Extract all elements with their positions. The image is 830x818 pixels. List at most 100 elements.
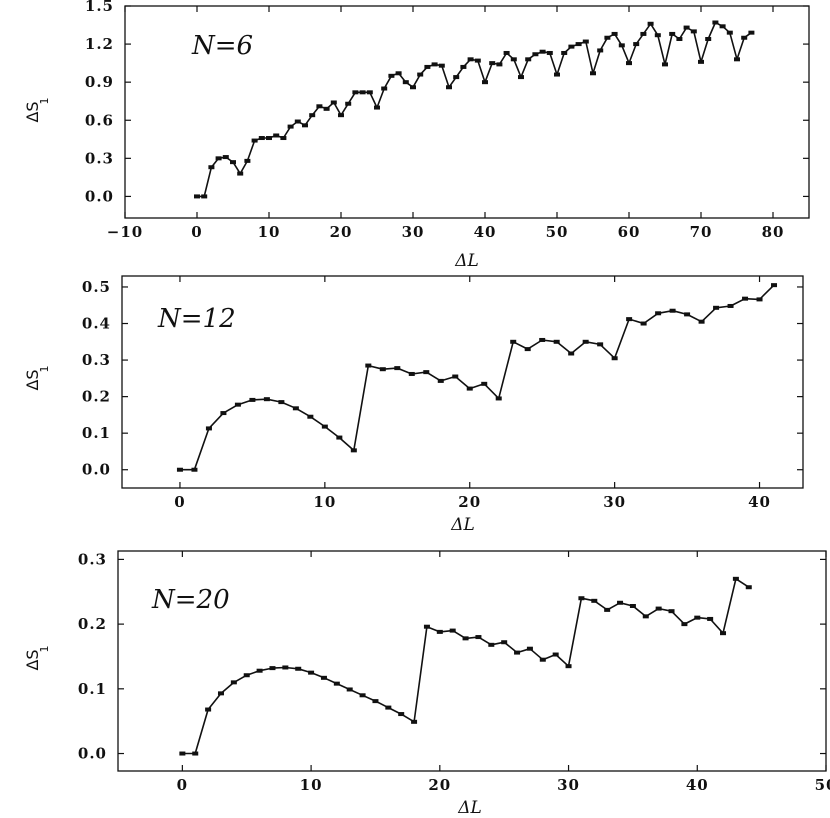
panel-n12: 0 10 20 30 40 0.00.10.20.30.40.5 N=12 ΔL ΔS … (23, 275, 804, 535)
data-point (720, 631, 727, 636)
data-point (201, 194, 208, 199)
data-point (176, 467, 183, 472)
data-point (655, 311, 662, 316)
data-point (745, 585, 752, 590)
data-point (350, 448, 357, 453)
data-point (323, 106, 330, 111)
data-point (249, 397, 256, 402)
y-tick-label: 1.5 (85, 0, 114, 15)
data-point (546, 50, 553, 55)
data-point (611, 31, 618, 36)
data-point (629, 604, 636, 608)
series (194, 20, 755, 199)
x-tick-label: 0 (177, 776, 188, 794)
data-point (345, 101, 352, 106)
data-point (553, 339, 560, 344)
data-point (410, 85, 416, 90)
data-point (395, 71, 402, 76)
data-point (205, 426, 212, 431)
data-point (590, 71, 596, 76)
data-point (394, 366, 401, 371)
data-point (683, 25, 690, 30)
data-point (194, 194, 200, 199)
data-point (191, 467, 198, 472)
data-point (230, 680, 237, 685)
x-tick-label: 80 (762, 223, 785, 241)
data-point (552, 652, 559, 657)
data-point (388, 73, 395, 78)
data-point (655, 606, 662, 611)
data-point (694, 615, 701, 620)
data-point (205, 707, 212, 712)
data-point (582, 39, 589, 44)
data-point (771, 283, 778, 288)
x-tick-label: 30 (557, 776, 580, 794)
data-point (320, 675, 327, 680)
plot-frame (117, 550, 827, 772)
data-point (626, 317, 633, 322)
x-tick-label: 20 (330, 223, 353, 241)
data-point (524, 347, 531, 352)
y-axis-label: ΔS (23, 369, 42, 390)
data-point (713, 305, 720, 310)
data-point (561, 50, 568, 55)
data-point (474, 58, 481, 63)
x-tick-label: 50 (546, 223, 569, 241)
y-axis-label-subscript: 1 (38, 646, 51, 653)
data-point (582, 339, 589, 344)
x-tick-label: 70 (690, 223, 713, 241)
data-point (438, 63, 445, 68)
x-tick-label: 10 (300, 776, 323, 794)
data-point (640, 321, 647, 326)
panel-annotation: N=6 (191, 31, 253, 61)
data-point (436, 629, 443, 634)
data-point (741, 35, 748, 40)
data-point (742, 296, 749, 301)
data-point (626, 61, 632, 66)
data-point (496, 62, 503, 67)
x-ticks: 0 10 20 30 40 50 (177, 551, 830, 794)
data-point (640, 31, 647, 36)
y-tick-label: 0.6 (85, 111, 114, 129)
data-point (381, 86, 388, 91)
data-point (467, 57, 474, 62)
data-point (712, 20, 719, 25)
data-point (237, 171, 244, 176)
panel-n20: 0 10 20 30 40 50 0.0 0.1 0.2 0.3 N=20 ΔL ΔS 1 (23, 550, 830, 818)
y-tick-label: 0.0 (82, 461, 111, 479)
y-tick-label: 0.3 (85, 149, 114, 167)
data-point (669, 308, 676, 313)
data-point (244, 158, 251, 163)
data-point (408, 371, 415, 376)
data-point (539, 49, 546, 54)
data-point (258, 136, 265, 141)
data-point (726, 30, 733, 35)
data-point (604, 607, 611, 612)
data-point (575, 42, 582, 47)
data-point (698, 59, 704, 64)
data-point (532, 52, 539, 57)
data-point (604, 35, 611, 40)
data-point (302, 123, 308, 128)
data-point (215, 156, 222, 161)
x-tick-label: 10 (313, 493, 336, 511)
data-point (330, 100, 337, 105)
data-point (514, 650, 521, 655)
data-point (642, 614, 649, 619)
panel-annotation: N=20 (151, 585, 230, 615)
data-point (676, 37, 683, 42)
data-point (539, 337, 546, 342)
series (179, 576, 752, 756)
x-tick-label: 50 (815, 776, 830, 794)
x-tick-label: 20 (428, 776, 451, 794)
data-point (617, 600, 624, 605)
x-tick-label: 30 (603, 493, 626, 511)
data-point (372, 699, 379, 704)
data-point (417, 72, 424, 77)
y-tick-label: 0.0 (78, 745, 107, 763)
x-tick-label: 60 (618, 223, 641, 241)
data-point (681, 622, 688, 627)
data-point (503, 50, 510, 55)
series (176, 283, 778, 472)
